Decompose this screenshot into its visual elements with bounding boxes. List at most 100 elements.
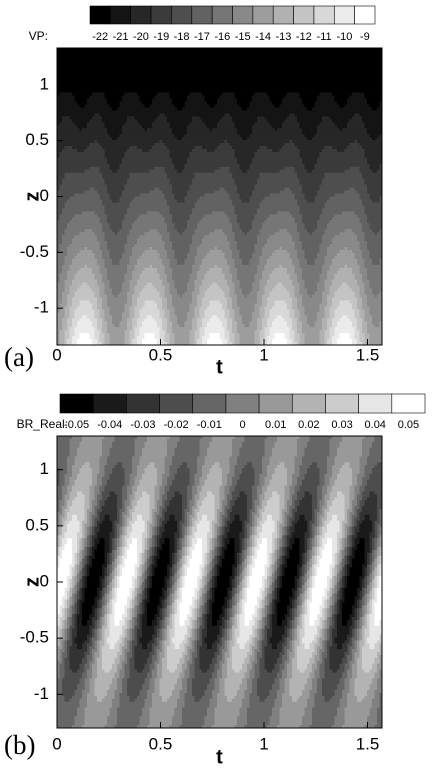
contour-band (154, 558, 158, 562)
contour-band (254, 558, 268, 562)
contour-band (287, 544, 290, 548)
contour-band (57, 546, 60, 551)
contour-band (297, 249, 305, 254)
contour-band (309, 552, 313, 557)
contour-band (224, 485, 230, 489)
contour-band (262, 541, 268, 545)
contour-band (262, 226, 298, 230)
contour-band (57, 110, 383, 114)
contour-band (337, 342, 353, 346)
contour-band (364, 282, 370, 286)
contour-band (169, 555, 173, 560)
contour-band (312, 544, 315, 548)
contour-band (242, 321, 250, 325)
contour-band (77, 321, 93, 325)
contour-band (72, 303, 80, 307)
contour-band (232, 229, 243, 233)
contour-band (317, 511, 323, 516)
contour-band (324, 523, 328, 527)
contour-band (84, 558, 88, 562)
colorbar-label: -13 (275, 31, 291, 43)
contour-band (282, 246, 295, 251)
contour-band (204, 291, 225, 295)
contour-band (234, 538, 240, 542)
contour-band (107, 321, 113, 325)
contour-band (367, 459, 383, 463)
contour-band (174, 567, 178, 571)
contour-band (324, 544, 333, 548)
contour-band (364, 211, 383, 215)
contour-band (224, 291, 230, 295)
contour-band (149, 506, 155, 510)
contour-band (314, 544, 318, 548)
contour-band (287, 520, 290, 524)
contour-band (262, 459, 270, 463)
contour-band (57, 273, 60, 278)
contour-band (142, 535, 148, 539)
contour-band (317, 491, 323, 495)
contour-band (319, 151, 365, 156)
contour-band (154, 549, 158, 554)
contour-band (182, 541, 185, 545)
colorbar-label: -10 (337, 31, 353, 43)
contour-band (114, 526, 118, 530)
contour-band (109, 549, 113, 554)
contour-band (157, 288, 165, 292)
contour-band (274, 552, 278, 557)
contour-band (349, 300, 358, 304)
contour-band (232, 453, 240, 457)
contour-band (307, 567, 310, 571)
contour-band (237, 101, 250, 105)
contour-band (94, 273, 103, 278)
contour-band (124, 506, 128, 510)
contour-band (212, 523, 215, 527)
contour-band (167, 255, 175, 260)
contour-band (67, 276, 75, 281)
contour-band (132, 199, 168, 203)
contour-band (192, 116, 200, 120)
contour-band (254, 330, 260, 334)
contour-band (57, 552, 60, 557)
contour-band (309, 544, 313, 548)
contour-band (279, 517, 283, 522)
contour-band (219, 538, 223, 542)
contour-band (222, 482, 228, 487)
contour-band (84, 169, 100, 174)
contour-band (177, 564, 180, 568)
contour-band (272, 538, 275, 542)
contour-band (64, 546, 73, 551)
contour-band (279, 546, 283, 551)
contour-band (339, 333, 350, 337)
contour-band (179, 532, 183, 536)
contour-band (212, 541, 215, 545)
contour-band (354, 255, 363, 260)
contour-band (107, 214, 125, 218)
contour-band (284, 506, 288, 510)
contour-band (224, 211, 235, 215)
contour-band (64, 330, 70, 334)
contour-band (202, 436, 213, 440)
contour-band (152, 552, 155, 557)
contour-band (339, 567, 343, 571)
contour-band (362, 229, 373, 233)
contour-band (269, 555, 273, 560)
contour-band (267, 258, 293, 263)
contour-band (362, 252, 370, 257)
contour-band (207, 546, 210, 551)
contour-band (309, 558, 313, 562)
contour-band (332, 546, 338, 551)
contour-band (167, 249, 175, 254)
contour-band (87, 101, 108, 105)
contour-band (324, 342, 328, 346)
contour-band (322, 211, 343, 215)
contour-band (194, 172, 233, 177)
contour-band (287, 535, 293, 539)
contour-band (117, 137, 178, 141)
contour-band (272, 342, 288, 346)
contour-band (317, 529, 320, 533)
contour-band (89, 503, 93, 507)
contour-band (364, 125, 383, 129)
contour-band (317, 465, 328, 469)
contour-band (164, 471, 170, 475)
contour-band (57, 65, 383, 70)
